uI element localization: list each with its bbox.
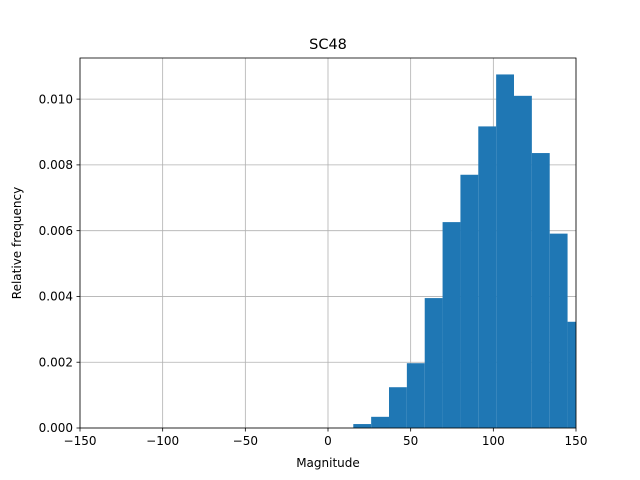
x-tick-label: 150: [565, 434, 588, 448]
histogram-bar: [460, 174, 479, 428]
x-tick-label: 0: [324, 434, 332, 448]
histogram-bar: [496, 74, 514, 428]
histogram-bar: [478, 126, 497, 428]
y-tick-label: 0.006: [39, 224, 73, 238]
y-axis: 0.000 0.002 0.004 0.006 0.008 0.010: [39, 92, 80, 435]
x-tick-label: 50: [403, 434, 418, 448]
y-tick-label: 0.004: [39, 290, 73, 304]
histogram-bar: [353, 424, 372, 428]
bars: [353, 74, 576, 428]
histogram-bar: [406, 363, 425, 428]
histogram-bar: [549, 233, 568, 428]
histogram-bar: [389, 387, 407, 428]
x-tick-label: −150: [64, 434, 97, 448]
histogram-bar: [442, 222, 461, 428]
y-tick-label: 0.002: [39, 355, 73, 369]
x-tick-label: −50: [233, 434, 258, 448]
x-tick-label: 100: [482, 434, 505, 448]
y-axis-label: Relative frequency: [10, 187, 24, 299]
x-tick-label: −100: [146, 434, 179, 448]
histogram-bar: [514, 95, 532, 428]
y-tick-label: 0.008: [39, 158, 73, 172]
histogram-bar: [371, 416, 390, 428]
y-tick-label: 0.010: [39, 92, 73, 106]
histogram-bar: [567, 321, 576, 428]
x-axis: −150 −100 −50 0 50 100 150: [64, 428, 588, 448]
histogram-bar: [531, 153, 550, 428]
chart-title: SC48: [309, 37, 347, 53]
histogram-bar: [424, 298, 443, 428]
x-axis-label: Magnitude: [296, 456, 360, 470]
y-tick-label: 0.000: [39, 421, 73, 435]
